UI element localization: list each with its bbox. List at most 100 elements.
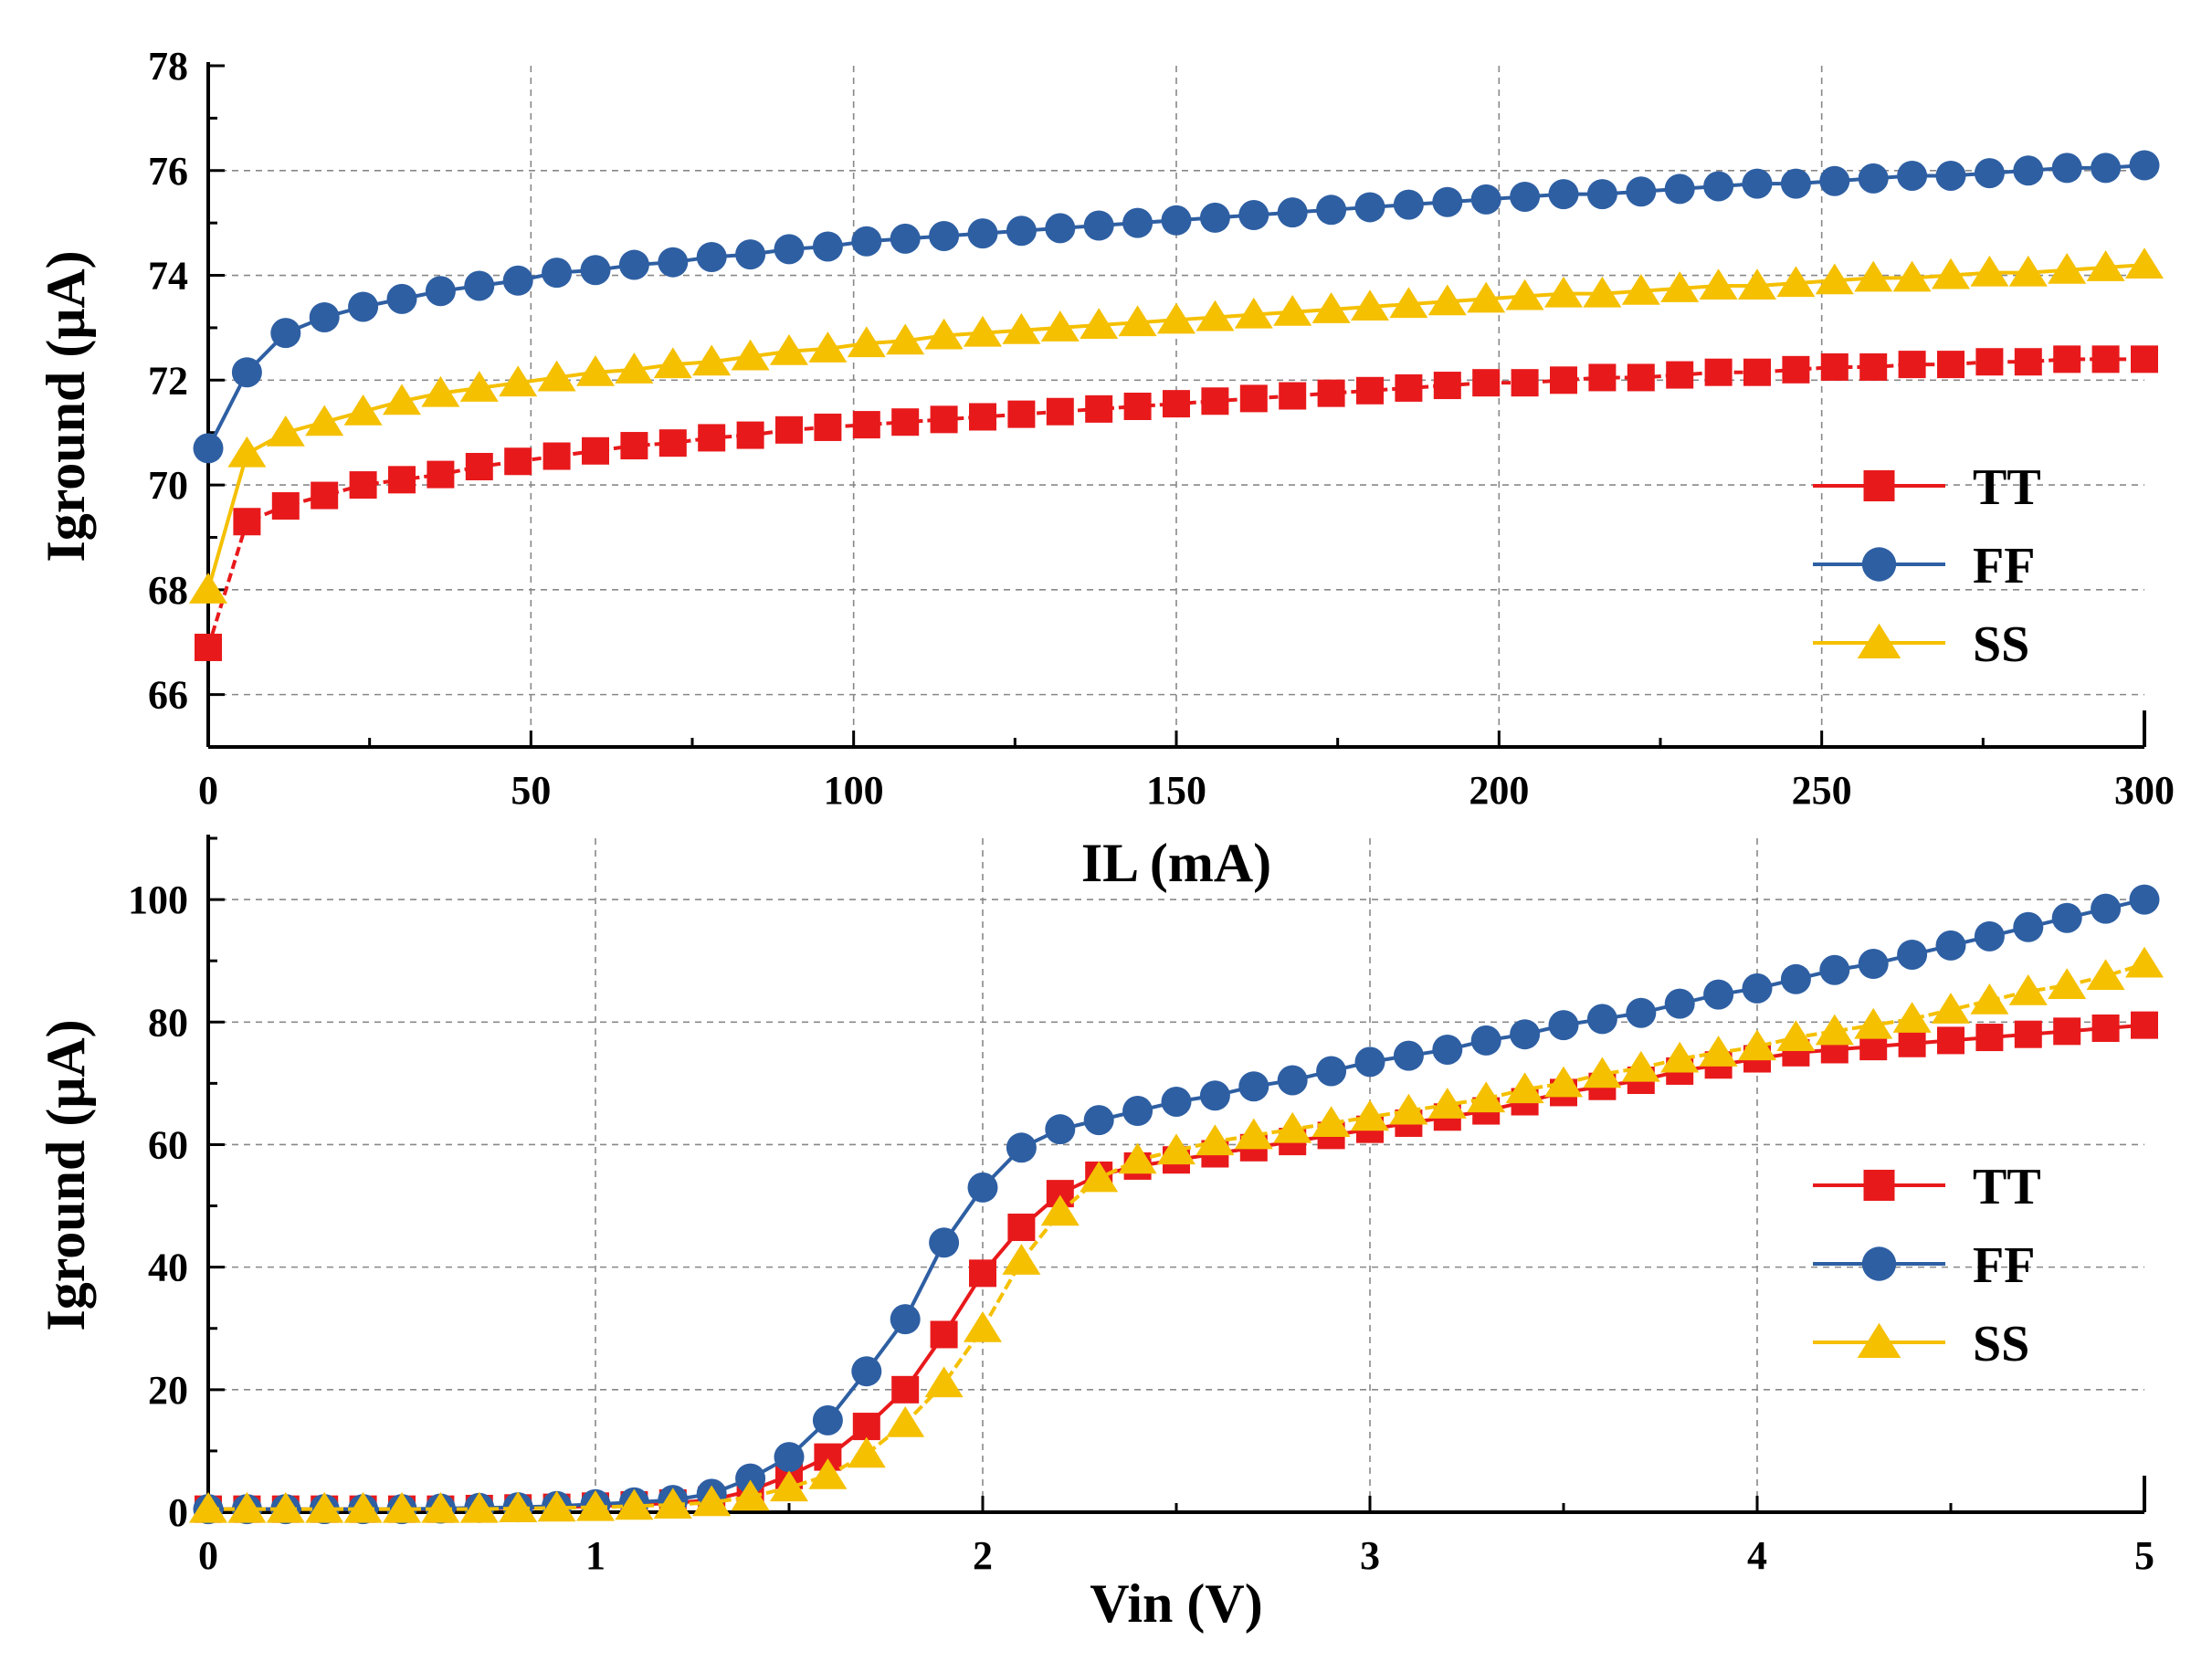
data-point-ss <box>731 1479 770 1511</box>
data-point-ss <box>1389 1093 1428 1125</box>
data-point-ff <box>1006 1132 1037 1163</box>
data-point-ss <box>1389 287 1428 319</box>
data-point-ff <box>1510 181 1541 212</box>
data-point-ff <box>1393 189 1424 220</box>
data-point-ff <box>1935 161 1966 192</box>
data-point-tt <box>2014 1020 2042 1048</box>
data-point-ff <box>231 357 262 388</box>
data-point-ff <box>1858 949 1889 980</box>
data-point-ss <box>459 371 499 402</box>
y-tick-label: 100 <box>128 878 188 922</box>
data-point-ss <box>1738 268 1776 300</box>
y-axis-title: Iground (μA) <box>36 250 96 562</box>
data-point-tt <box>891 1375 920 1404</box>
data-point-ss <box>1544 1066 1583 1098</box>
data-point-ss <box>1621 274 1660 305</box>
data-point-ss <box>1699 1036 1738 1067</box>
data-point-ss <box>305 1491 344 1523</box>
legend-marker <box>1863 1170 1895 1201</box>
data-point-ff <box>812 1404 843 1435</box>
data-point-ss <box>305 405 344 436</box>
y-tick-label: 40 <box>148 1246 188 1290</box>
data-point-tt <box>1239 384 1268 413</box>
x-tick-label: 1 <box>585 1533 606 1578</box>
data-point-ff <box>929 221 960 251</box>
data-point-tt <box>969 403 996 431</box>
data-point-tt <box>1472 369 1501 397</box>
data-point-ff <box>270 318 301 349</box>
data-point-ff <box>386 283 417 314</box>
data-point-ss <box>1196 300 1235 331</box>
data-point-ff <box>1393 1040 1424 1071</box>
y-tick-label: 66 <box>148 673 188 718</box>
legend-label: FF <box>1973 538 2035 594</box>
data-point-ff <box>1277 197 1308 228</box>
data-point-tt <box>891 408 920 436</box>
data-point-ff <box>1897 161 1928 192</box>
legend-label: TT <box>1973 459 2041 516</box>
data-point-ss <box>1118 305 1157 337</box>
data-point-ff <box>1742 973 1773 1004</box>
data-point-ff <box>1316 1056 1347 1087</box>
data-point-tt <box>1046 397 1074 426</box>
data-point-ff <box>735 1463 766 1494</box>
data-point-ss <box>1505 1072 1544 1104</box>
data-point-ss <box>1544 276 1583 308</box>
data-point-tt <box>1898 1029 1926 1057</box>
data-point-ss <box>808 331 848 363</box>
data-point-ss <box>1970 983 2009 1015</box>
data-point-tt <box>930 1320 958 1349</box>
data-point-ss <box>1157 1133 1196 1165</box>
data-point-ss <box>847 326 886 358</box>
x-tick-label: 150 <box>1146 768 1206 813</box>
y-tick-label: 20 <box>148 1368 188 1413</box>
x-tick-label: 100 <box>824 768 884 813</box>
data-point-ss <box>2048 253 2087 284</box>
data-point-ff <box>1819 954 1850 985</box>
data-point-ss <box>1002 1244 1041 1275</box>
data-point-ss <box>1040 310 1080 342</box>
data-point-ff <box>1897 939 1928 970</box>
data-point-tt <box>698 424 726 452</box>
data-point-ff <box>1935 930 1966 961</box>
data-point-tt <box>852 1413 880 1441</box>
data-point-tt <box>1511 369 1539 397</box>
data-point-ff <box>1780 963 1811 994</box>
data-point-ff <box>774 1442 805 1473</box>
data-point-ff <box>1780 168 1811 199</box>
data-point-ff <box>1586 179 1617 210</box>
data-point-ss <box>227 436 267 468</box>
data-point-ff <box>1122 1096 1153 1127</box>
data-point-ff <box>1354 192 1385 223</box>
data-point-ss <box>1273 1111 1312 1143</box>
data-point-ff <box>967 218 998 249</box>
data-point-ff <box>2051 152 2082 184</box>
data-point-ff <box>2091 152 2122 184</box>
data-point-tt <box>1007 400 1036 428</box>
data-point-ss <box>1815 263 1854 295</box>
data-point-ss <box>1118 1142 1157 1174</box>
data-point-tt <box>1163 390 1190 418</box>
series-ff <box>193 150 2160 464</box>
data-point-ss <box>1351 1099 1389 1131</box>
data-point-ff <box>1470 184 1501 215</box>
data-point-ss <box>1196 1124 1235 1156</box>
data-point-ss <box>1467 1081 1506 1113</box>
data-point-ff <box>1006 216 1037 247</box>
y-axis-title: Iground (μA) <box>36 1019 96 1330</box>
x-tick-label: 0 <box>198 768 218 813</box>
data-point-ss <box>343 394 383 426</box>
data-point-ss <box>1892 1002 1932 1033</box>
legend-item-ff: FF <box>1813 538 2035 594</box>
data-point-ss <box>2086 959 2125 990</box>
data-point-ss <box>1351 289 1389 321</box>
data-point-ff <box>1161 205 1192 236</box>
data-point-ff <box>658 247 689 278</box>
y-tick-label: 68 <box>148 568 188 613</box>
data-point-tt <box>1704 358 1733 386</box>
data-point-tt <box>1820 352 1849 381</box>
data-point-tt <box>195 633 222 661</box>
y-tick-label: 70 <box>148 463 188 508</box>
data-point-ss <box>770 1470 808 1502</box>
